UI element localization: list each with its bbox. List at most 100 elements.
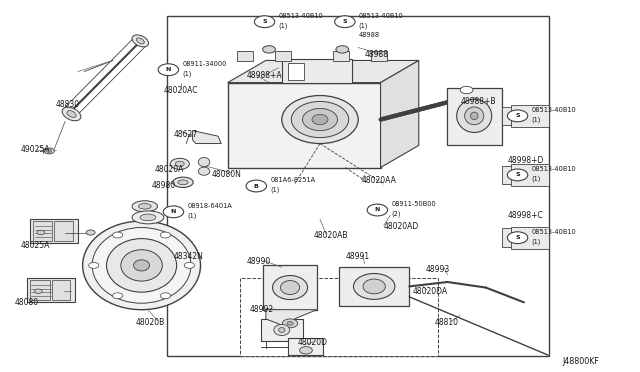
Text: (1): (1) bbox=[278, 22, 288, 29]
Circle shape bbox=[335, 16, 355, 28]
Text: (1): (1) bbox=[188, 212, 197, 219]
Text: N: N bbox=[171, 209, 176, 214]
Polygon shape bbox=[228, 61, 419, 83]
Ellipse shape bbox=[353, 273, 395, 299]
Text: J48800KF: J48800KF bbox=[562, 357, 599, 366]
Circle shape bbox=[282, 319, 298, 328]
Circle shape bbox=[515, 112, 527, 119]
Text: 48988+A: 48988+A bbox=[246, 71, 282, 80]
Bar bbox=[33, 221, 52, 241]
Text: 48998+C: 48998+C bbox=[508, 211, 544, 220]
Text: (1): (1) bbox=[359, 22, 368, 29]
Text: 08918-6401A: 08918-6401A bbox=[188, 203, 232, 209]
Text: S: S bbox=[342, 19, 347, 24]
Circle shape bbox=[515, 234, 527, 241]
Ellipse shape bbox=[92, 228, 191, 303]
Text: 48020AC: 48020AC bbox=[164, 86, 198, 94]
Bar bbox=[228, 83, 381, 167]
Text: (1): (1) bbox=[270, 186, 280, 193]
Ellipse shape bbox=[132, 201, 157, 212]
Ellipse shape bbox=[457, 99, 492, 132]
Circle shape bbox=[518, 114, 524, 117]
Circle shape bbox=[89, 262, 99, 268]
Circle shape bbox=[158, 64, 179, 76]
Text: 48830: 48830 bbox=[56, 100, 79, 109]
Ellipse shape bbox=[278, 328, 285, 333]
Bar bbox=[288, 63, 304, 80]
Text: (1): (1) bbox=[532, 238, 541, 245]
Text: 08911-50B00: 08911-50B00 bbox=[392, 202, 436, 208]
Circle shape bbox=[35, 289, 42, 294]
Text: 48020A: 48020A bbox=[154, 165, 184, 174]
Text: 08513-40B10: 08513-40B10 bbox=[532, 166, 576, 172]
Text: 49025A: 49025A bbox=[20, 145, 50, 154]
Text: 48998+D: 48998+D bbox=[508, 155, 545, 165]
Ellipse shape bbox=[274, 324, 290, 336]
Text: N: N bbox=[166, 67, 171, 72]
Bar bbox=[511, 227, 549, 249]
Text: 48980: 48980 bbox=[151, 182, 175, 190]
Text: 48810: 48810 bbox=[435, 318, 459, 327]
Ellipse shape bbox=[282, 96, 358, 144]
Bar bbox=[502, 166, 515, 184]
Text: S: S bbox=[515, 173, 520, 177]
Bar bbox=[167, 16, 549, 356]
Bar bbox=[333, 51, 349, 61]
Text: 08513-40B10: 08513-40B10 bbox=[278, 13, 323, 19]
Text: 48988+B: 48988+B bbox=[460, 97, 496, 106]
Circle shape bbox=[300, 347, 312, 354]
Bar bbox=[275, 51, 291, 61]
Bar bbox=[511, 105, 549, 127]
Circle shape bbox=[508, 110, 528, 122]
Ellipse shape bbox=[62, 107, 81, 121]
Circle shape bbox=[113, 293, 123, 299]
Text: 48627: 48627 bbox=[173, 130, 198, 139]
Circle shape bbox=[86, 230, 95, 235]
Bar bbox=[339, 267, 409, 306]
Text: 08911-34000: 08911-34000 bbox=[182, 61, 227, 67]
Circle shape bbox=[254, 16, 275, 28]
Bar bbox=[511, 164, 549, 186]
Text: (1): (1) bbox=[182, 70, 192, 77]
Ellipse shape bbox=[136, 38, 144, 44]
Text: 08513-40B10: 08513-40B10 bbox=[532, 107, 576, 113]
Ellipse shape bbox=[363, 279, 385, 294]
Circle shape bbox=[113, 232, 123, 238]
Text: 48020AB: 48020AB bbox=[314, 231, 348, 240]
Text: 48993: 48993 bbox=[425, 264, 449, 273]
Text: 48988: 48988 bbox=[365, 51, 388, 60]
Text: 48020AD: 48020AD bbox=[384, 222, 419, 231]
Polygon shape bbox=[266, 310, 317, 326]
Text: 48992: 48992 bbox=[250, 305, 274, 314]
Text: 48025A: 48025A bbox=[20, 241, 50, 250]
Text: 48342N: 48342N bbox=[173, 251, 204, 261]
Ellipse shape bbox=[132, 35, 148, 47]
Ellipse shape bbox=[138, 203, 151, 209]
Ellipse shape bbox=[173, 177, 193, 187]
Ellipse shape bbox=[280, 280, 300, 295]
Ellipse shape bbox=[134, 260, 150, 271]
Bar bbox=[288, 339, 323, 355]
Text: B: B bbox=[254, 183, 259, 189]
Text: S: S bbox=[515, 235, 520, 240]
Text: 48020B: 48020B bbox=[135, 318, 164, 327]
Circle shape bbox=[515, 171, 527, 178]
Circle shape bbox=[161, 293, 171, 299]
Circle shape bbox=[37, 230, 45, 235]
Ellipse shape bbox=[83, 221, 200, 310]
Text: 48080N: 48080N bbox=[212, 170, 241, 179]
Bar bbox=[447, 88, 502, 145]
Text: 081A6-8251A: 081A6-8251A bbox=[270, 177, 316, 183]
Ellipse shape bbox=[106, 238, 177, 292]
Bar bbox=[30, 219, 78, 243]
Text: 48988: 48988 bbox=[359, 32, 380, 38]
Text: (2): (2) bbox=[392, 211, 401, 217]
Ellipse shape bbox=[178, 180, 188, 185]
Bar bbox=[237, 51, 253, 61]
Ellipse shape bbox=[121, 250, 163, 281]
Text: (1): (1) bbox=[532, 175, 541, 182]
Ellipse shape bbox=[67, 110, 76, 118]
Circle shape bbox=[508, 232, 528, 244]
Circle shape bbox=[367, 204, 388, 216]
Ellipse shape bbox=[303, 109, 337, 131]
